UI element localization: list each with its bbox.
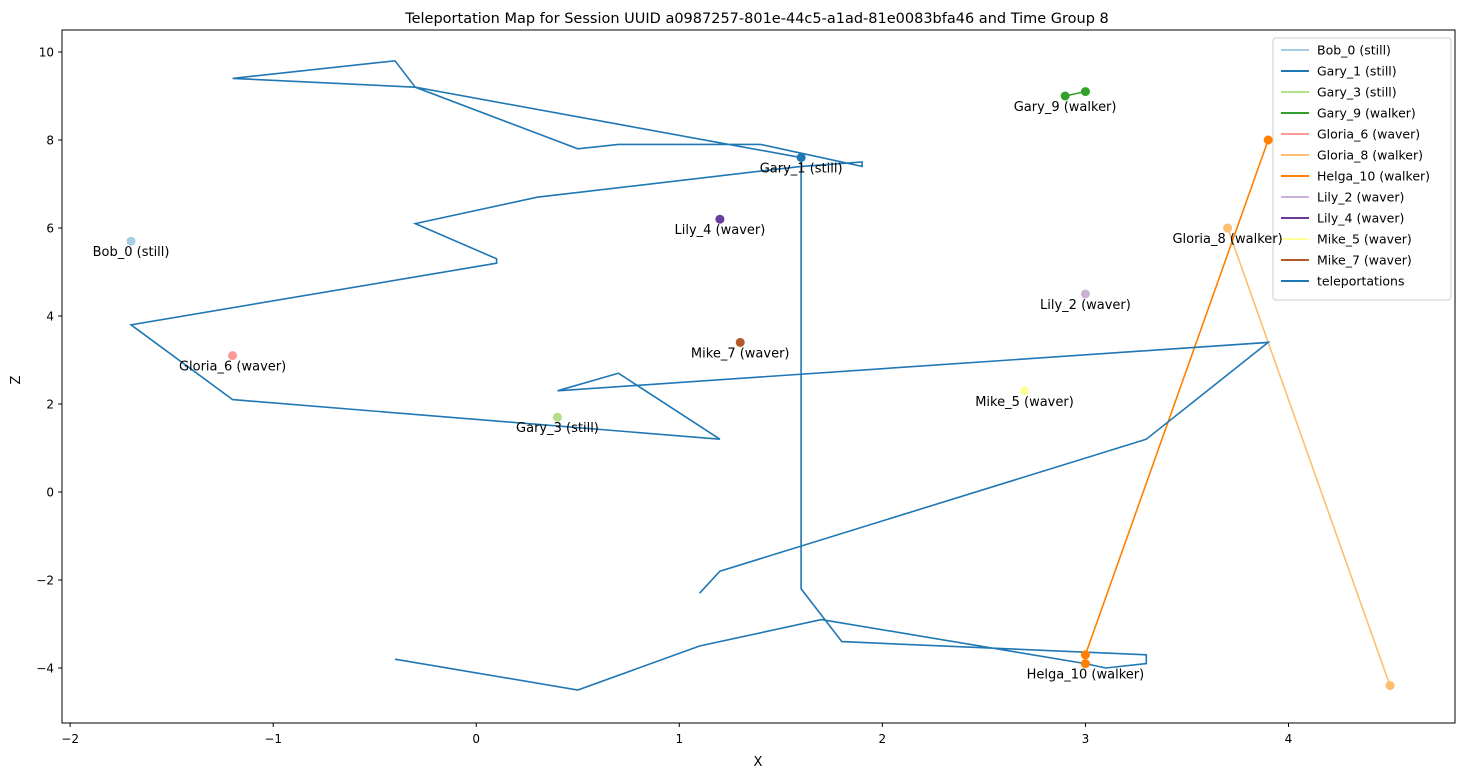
point-mike-5-waver-0 [1020, 386, 1030, 396]
legend-entry: Gary_3 (still) [1317, 85, 1397, 100]
point-gary-3-still-0 [552, 412, 562, 422]
point-helga-10-walker-1 [1080, 650, 1090, 660]
point-gary-9-walker-0 [1060, 91, 1070, 101]
series-line-helga-10-walker [1084, 139, 1269, 664]
x-tick-label: 3 [1082, 732, 1090, 746]
legend-entry: Gary_9 (walker) [1317, 106, 1416, 121]
series-line-teleportations [129, 59, 1271, 691]
x-axis: −2 −1 0 1 2 3 4 [61, 723, 1292, 746]
x-tick-label: −2 [61, 732, 79, 746]
point-gloria-8-walker-1 [1385, 681, 1395, 691]
point-label-gary-3-still: Gary_3 (still) [516, 421, 599, 436]
x-tick-label: 0 [472, 732, 480, 746]
legend-entry: Lily_2 (waver) [1317, 190, 1404, 205]
x-tick-label: 2 [879, 732, 887, 746]
plot-area [126, 59, 1395, 691]
point-helga-10-walker-2 [1080, 659, 1090, 669]
x-tick-label: 1 [675, 732, 683, 746]
chart-title: Teleportation Map for Session UUID a0987… [404, 11, 1109, 27]
y-tick-label: 4 [46, 310, 54, 324]
y-tick-label: −4 [36, 662, 54, 676]
point-lily-2-waver-0 [1080, 289, 1090, 299]
point-bob-0-still-0 [126, 236, 136, 246]
legend-entry: Mike_5 (waver) [1317, 232, 1412, 247]
point-label-lily-2-waver: Lily_2 (waver) [1040, 298, 1131, 313]
legend-box [1272, 37, 1452, 301]
point-label-helga-10-walker: Helga_10 (walker) [1027, 668, 1145, 683]
point-gary-1-still-0 [796, 153, 806, 163]
legend-entry: Bob_0 (still) [1317, 43, 1391, 58]
legend-entry: Gloria_8 (walker) [1317, 148, 1423, 163]
y-axis-label: Z [9, 375, 24, 384]
legend-entry: Helga_10 (walker) [1317, 169, 1430, 184]
y-tick-label: 6 [46, 222, 54, 236]
legend-entry: Gary_1 (still) [1317, 64, 1397, 79]
point-label-mike-7-waver: Mike_7 (waver) [691, 346, 790, 361]
point-lily-4-waver-0 [715, 214, 725, 224]
legend-entry: Lily_4 (waver) [1317, 211, 1404, 226]
point-label-gloria-6-waver: Gloria_6 (waver) [179, 360, 286, 375]
y-axis: −4 −2 0 2 4 6 8 10 [36, 46, 62, 676]
point-gary-9-walker-1 [1080, 87, 1090, 97]
x-axis-label: X [754, 755, 763, 770]
point-label-gloria-8-walker: Gloria_8 (walker) [1172, 232, 1282, 247]
point-label-lily-4-waver: Lily_4 (waver) [674, 223, 765, 238]
legend: Bob_0 (still) Gary_1 (still) Gary_3 (still… [1272, 37, 1452, 301]
y-tick-label: 8 [46, 134, 54, 148]
plot-frame [61, 29, 1456, 724]
y-tick-label: 10 [39, 46, 54, 60]
point-label-gary-9-walker: Gary_9 (walker) [1014, 100, 1117, 115]
y-tick-label: 0 [46, 486, 54, 500]
point-label-bob-0-still: Bob_0 (still) [93, 245, 170, 260]
x-tick-label: 4 [1285, 732, 1293, 746]
x-tick-label: −1 [264, 732, 282, 746]
legend-entry: Mike_7 (waver) [1317, 253, 1412, 268]
legend-entry: Gloria_6 (waver) [1317, 127, 1420, 142]
point-label-mike-5-waver: Mike_5 (waver) [975, 395, 1074, 410]
series-line-gloria-8-walker [1226, 227, 1391, 686]
point-gloria-8-walker-0 [1223, 223, 1233, 233]
point-label-gary-1-still: Gary_1 (still) [760, 162, 843, 177]
legend-entry: teleportations [1317, 274, 1405, 289]
y-tick-label: −2 [36, 574, 54, 588]
point-mike-7-waver-0 [735, 337, 745, 347]
y-tick-label: 2 [46, 398, 54, 412]
point-helga-10-walker-0 [1263, 135, 1273, 145]
point-gloria-6-waver-0 [228, 351, 238, 361]
